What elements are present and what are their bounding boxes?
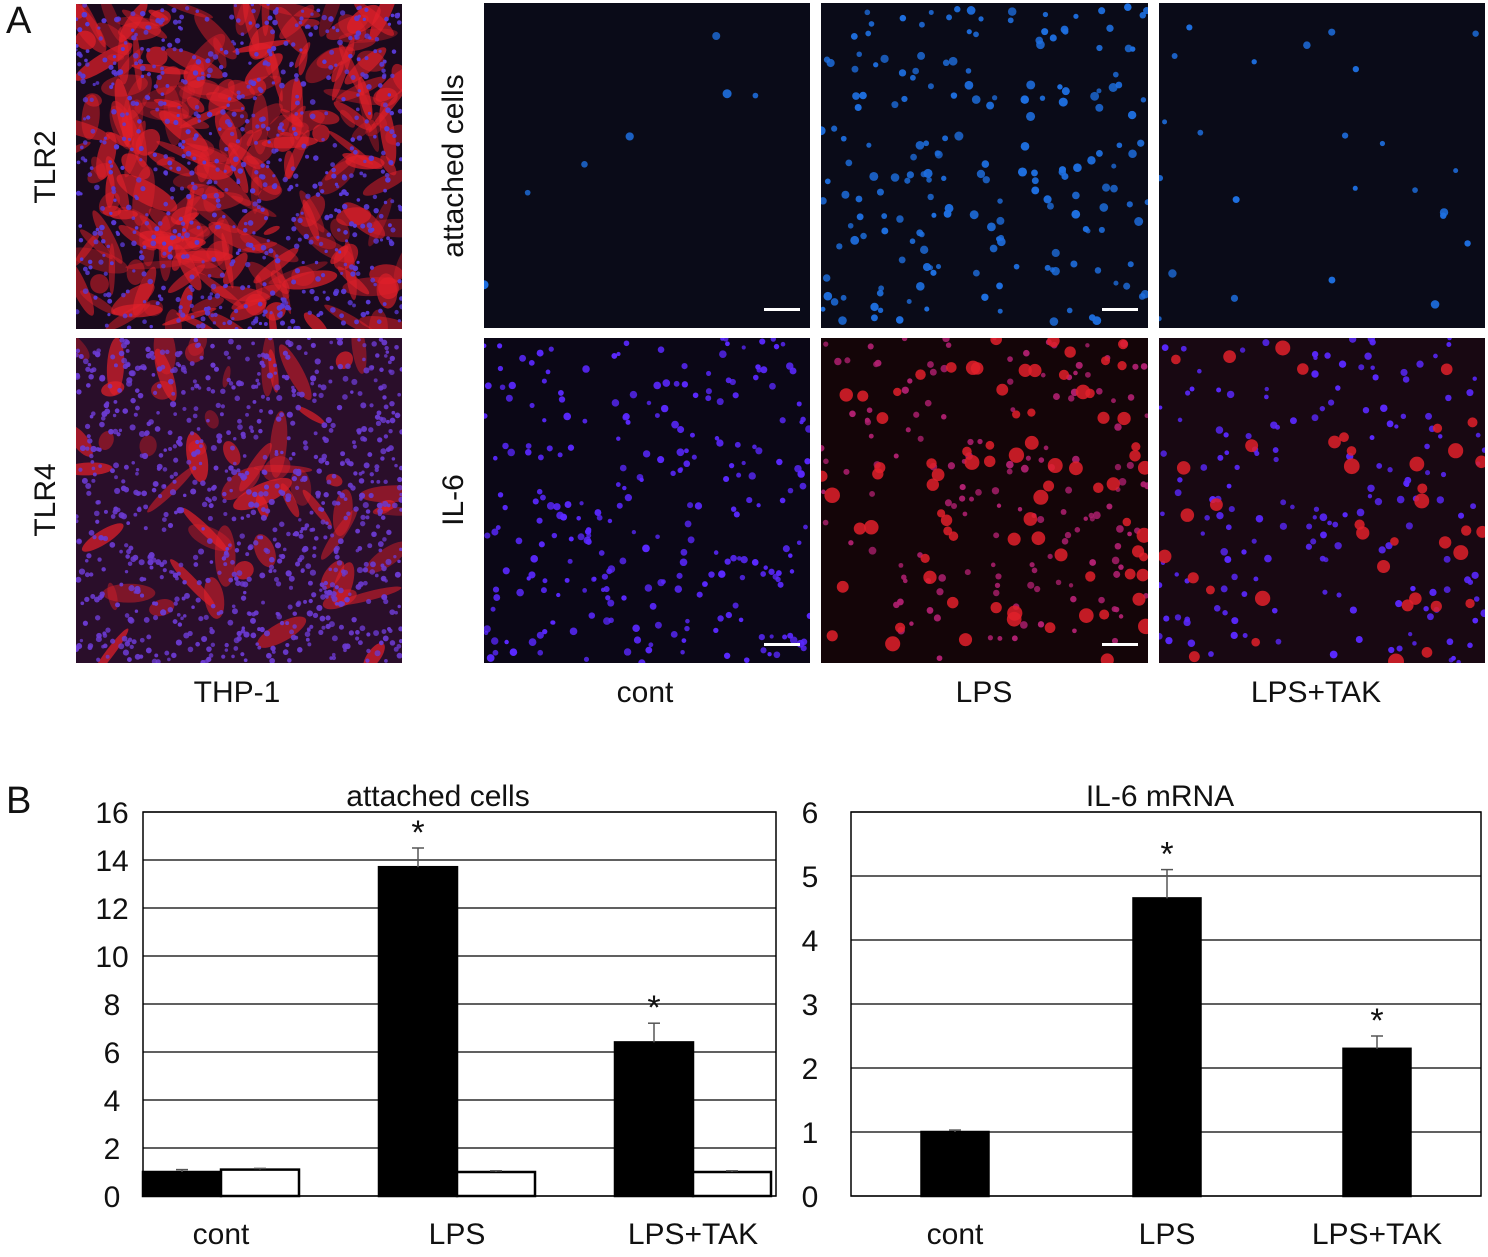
y-tick-label: 2 [104,1133,121,1166]
bar-cont-series-0 [141,1170,223,1198]
bar-LPS+TAK-series-0 [1342,1047,1412,1198]
category-label: LPS+TAK [1312,1218,1442,1251]
y-tick-label: 4 [802,925,819,958]
category-label: LPS [429,1218,486,1251]
significance-star: * [411,814,424,852]
y-tick-label: 16 [95,797,128,830]
bar-LPS-series-0 [377,865,459,1198]
panel-a-letter: A [6,0,32,42]
y-tick-label: 0 [802,1181,819,1214]
category-label: LPS [1139,1218,1196,1251]
y-tick-label: 8 [104,989,121,1022]
y-tick-label: 6 [802,797,819,830]
significance-star: * [1160,836,1173,874]
y-tick-label: 2 [802,1053,819,1086]
micrograph-thp1-tlr2 [76,4,402,329]
chart-title: IL-6 mRNA [1086,780,1234,813]
y-tick-label: 6 [104,1037,121,1070]
bar-LPS-series-1 [455,1170,537,1198]
micrograph-attached-cont [484,3,810,328]
bar-cont-series-0 [920,1130,990,1198]
micrograph-il6-lps-tak [1159,338,1485,663]
category-label: LPS+TAK [628,1218,758,1251]
chart-0: 0 2 4 6 8 10 12 14 16 attached cells cont LPS LPS+TA… [95,780,777,1251]
y-tick-label: 12 [95,893,128,926]
micrograph-attached-lps [821,3,1148,328]
panel-b-letter: B [6,780,32,822]
micrograph-thp1-tlr4 [76,338,402,663]
chart-1: 0 1 2 3 4 5 6 IL-6 mRNA cont LPS LPS+TAK * * [802,780,1482,1251]
col-label-lps-tak: LPS+TAK [1250,676,1382,709]
significance-star: * [1370,1002,1383,1040]
y-tick-label: 4 [104,1085,121,1118]
micrograph-il6-cont [484,338,810,663]
col-label-thp1: THP-1 [193,676,281,709]
y-tick-label: 10 [95,941,128,974]
chart-title: attached cells [346,780,529,813]
significance-star: * [647,989,660,1027]
y-tick-label: 0 [104,1181,121,1214]
micrograph-il6-lps [821,338,1148,663]
category-label: cont [927,1218,984,1251]
micrograph-attached-lps-tak [1159,3,1485,328]
y-tick-label: 14 [95,845,128,878]
bar-LPS+TAK-series-1 [691,1170,773,1198]
bar-cont-series-1 [219,1168,301,1198]
col-label-cont: cont [616,676,674,709]
category-label: cont [193,1218,250,1251]
bar-LPS-series-0 [1132,897,1202,1198]
bar-LPS+TAK-series-0 [613,1041,695,1198]
y-tick-label: 1 [802,1117,819,1150]
y-tick-label: 5 [802,861,819,894]
y-tick-label: 3 [802,989,819,1022]
col-label-lps: LPS [955,676,1013,709]
